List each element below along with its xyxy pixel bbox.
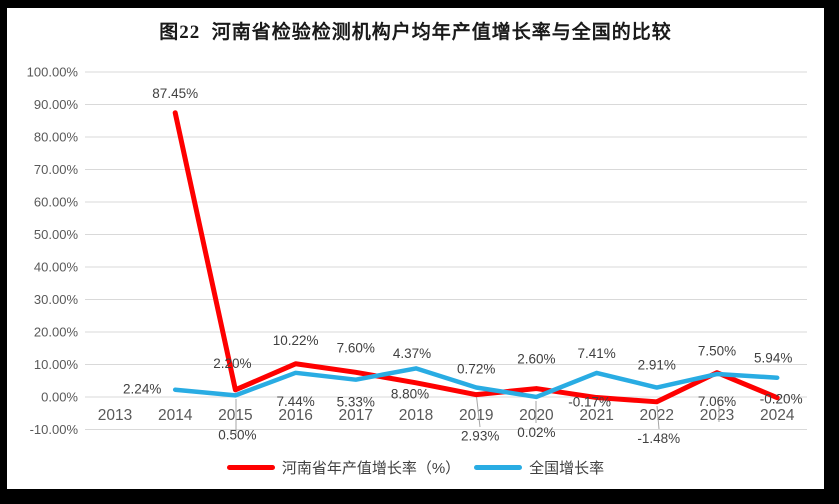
x-axis-label: 2016 <box>278 407 312 424</box>
y-axis-tick-label: 30.00% <box>34 292 79 307</box>
henan-data-label-2019: 0.72% <box>457 362 495 377</box>
legend-swatch-henan <box>226 465 275 470</box>
label-leader-line <box>656 405 660 430</box>
y-axis-tick-label: 10.00% <box>34 357 79 372</box>
national-data-label-2021: 7.41% <box>577 346 615 361</box>
chart-title: 图22 河南省检验检测机构户均年产值增长率与全国的比较 <box>159 22 672 43</box>
henan-data-label-2015: 2.20% <box>213 356 251 371</box>
label-leader-line <box>475 391 481 428</box>
x-axis-label: 2014 <box>158 407 193 424</box>
national-data-label-2018: 8.80% <box>391 386 429 401</box>
legend-swatch-national <box>474 465 523 470</box>
henan-data-label-2021: -0.17% <box>568 395 611 410</box>
y-axis-tick-label: 20.00% <box>34 325 79 340</box>
x-axis-label: 2023 <box>700 407 734 424</box>
legend-label-national: 全国增长率 <box>529 460 605 477</box>
henan-data-label-2014: 87.45% <box>152 86 198 101</box>
henan-data-label-2023: 7.50% <box>698 344 736 359</box>
x-axis-label: 2018 <box>399 407 433 424</box>
henan-data-label-2017: 7.60% <box>337 340 375 355</box>
y-axis-tick-label: 80.00% <box>34 130 79 145</box>
national-data-label-2014: 2.24% <box>123 382 161 397</box>
y-axis-tick-label: 40.00% <box>34 260 79 275</box>
national-series-line <box>172 366 780 400</box>
national-data-label-2019: 2.93% <box>461 428 499 443</box>
legend-label-henan: 河南省年产值增长率（%） <box>281 460 461 477</box>
y-axis-tick-label: 50.00% <box>34 227 79 242</box>
national-data-label-2015: 0.50% <box>218 427 256 442</box>
y-axis-tick-label: 100.00% <box>27 65 79 80</box>
henan-series-line <box>172 110 780 405</box>
y-axis-tick-label: -10.00% <box>30 422 79 437</box>
y-axis-tick-label: 0.00% <box>41 390 78 405</box>
line-chart: 100.00% 90.00% 80.00% 70.00% 60.00% 50.00% 40.… <box>27 65 807 446</box>
y-axis-tick-label: 70.00% <box>34 162 79 177</box>
henan-data-label-2018: 4.37% <box>393 346 431 361</box>
national-data-label-2016: 7.44% <box>276 394 314 409</box>
legend-item-henan: 河南省年产值增长率（%） <box>226 457 461 478</box>
y-axis-tick-label: 60.00% <box>34 195 79 210</box>
chart-card: 图22 河南省检验检测机构户均年产值增长率与全国的比较 100.00% 90.00… <box>7 8 824 489</box>
x-axis-label: 2015 <box>218 407 252 424</box>
legend-item-national: 全国增长率 <box>474 457 604 478</box>
x-axis-label: 2022 <box>640 407 674 424</box>
henan-data-label-2024: -0.20% <box>760 392 803 407</box>
x-axis-label: 2019 <box>459 407 493 424</box>
national-data-label-2017: 5.33% <box>337 395 375 410</box>
x-axis-label: 2021 <box>579 407 613 424</box>
x-axis-label: 2013 <box>98 407 132 424</box>
henan-data-label-2022: -1.48% <box>637 431 680 446</box>
national-data-label-2023: 7.06% <box>698 394 736 409</box>
henan-data-label-2020: 2.60% <box>517 352 555 367</box>
x-axis-label: 2024 <box>760 407 795 424</box>
x-axis-label: 2017 <box>339 407 373 424</box>
national-data-label-2024: 5.94% <box>754 351 792 366</box>
x-axis-label: 2020 <box>519 407 554 424</box>
henan-data-label-2016: 10.22% <box>273 333 319 348</box>
national-data-label-2020: 0.02% <box>517 425 555 440</box>
y-axis-tick-label: 90.00% <box>34 97 79 112</box>
national-data-label-2022: 2.91% <box>638 358 676 373</box>
legend: 河南省年产值增长率（%） 全国增长率 <box>7 457 824 478</box>
